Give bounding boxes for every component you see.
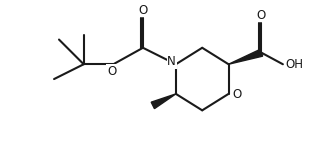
- Text: O: O: [257, 9, 266, 22]
- Text: N: N: [167, 55, 176, 68]
- Text: O: O: [107, 65, 116, 78]
- Text: O: O: [138, 4, 148, 17]
- Text: O: O: [232, 88, 241, 101]
- Polygon shape: [151, 94, 176, 109]
- Polygon shape: [228, 49, 263, 64]
- Text: OH: OH: [286, 58, 303, 71]
